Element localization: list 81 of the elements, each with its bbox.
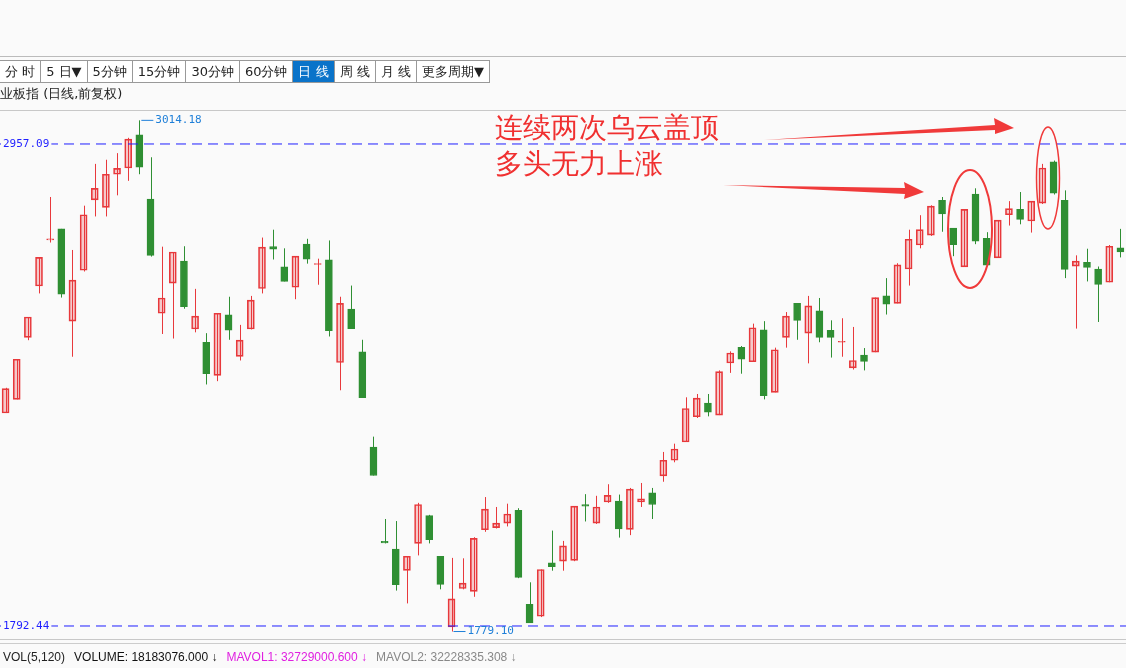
candlestick <box>1083 248 1091 282</box>
candlestick <box>79 205 88 272</box>
candlestick <box>1094 266 1102 323</box>
candlestick <box>269 229 277 260</box>
candlestick <box>692 393 701 419</box>
candlestick <box>726 350 735 374</box>
annotation: 1779.10 <box>467 624 514 638</box>
candlestick <box>24 316 32 341</box>
text: VOL(5,120) <box>3 650 66 664</box>
candlestick <box>581 493 590 522</box>
candlestick <box>102 159 110 217</box>
text: MAVOL2: 32228335.308 ↓ <box>376 650 517 664</box>
y-tick-label: 1792.44 <box>3 618 50 632</box>
candlestick <box>860 347 868 371</box>
candlestick <box>1027 200 1036 234</box>
candlestick <box>235 324 244 361</box>
text: 更多周期▼ <box>416 61 490 83</box>
candlestick <box>46 196 54 244</box>
text: 月 线 <box>375 61 417 83</box>
candlestick <box>993 219 1002 259</box>
candlestick <box>849 326 857 371</box>
candlestick <box>481 496 489 533</box>
text: 5分钟 <box>87 61 133 83</box>
candlestick <box>1105 244 1114 283</box>
annotation: 3014.18 <box>155 113 202 127</box>
candlestick <box>927 204 935 237</box>
candlestick <box>280 247 289 282</box>
candlestick <box>168 251 177 340</box>
candlestick <box>637 482 645 508</box>
candlestick <box>737 345 746 375</box>
text: 60分钟 <box>239 61 294 83</box>
candlestick <box>559 540 567 572</box>
text: 周 线 <box>334 61 376 83</box>
candlestick <box>469 536 478 598</box>
candlestick <box>837 317 846 358</box>
text: 分 时 <box>0 61 42 83</box>
candlestick <box>90 163 99 217</box>
text: MAVOL1: 32729000.600 ↓ <box>226 650 368 664</box>
candlestick <box>12 358 21 400</box>
candlestick <box>403 555 411 604</box>
candlestick <box>782 311 790 349</box>
candlestick <box>915 214 924 249</box>
candlestick <box>949 227 958 257</box>
candlestick <box>871 297 879 353</box>
candlestick <box>626 487 634 536</box>
candlestick <box>191 288 199 333</box>
candlestick <box>804 295 813 364</box>
candlestick <box>336 296 344 391</box>
text: 5 日▼ <box>41 61 88 83</box>
chart-title: 业板指 (日线,前复权) <box>0 85 123 103</box>
candlestick <box>247 295 255 330</box>
candlestick <box>258 237 266 294</box>
candlestick <box>748 323 757 363</box>
candlestick <box>425 514 434 544</box>
candlestick <box>503 503 512 527</box>
text: 15分钟 <box>132 61 187 83</box>
text: 30分钟 <box>186 61 240 83</box>
candlestick <box>882 277 891 316</box>
candlestick <box>1005 200 1013 227</box>
candlestick <box>124 137 133 182</box>
candlestick <box>35 256 43 294</box>
candlestick <box>715 369 723 416</box>
candlestick <box>536 568 545 618</box>
text: VOLUME: 18183076.000 ↓ <box>74 650 218 664</box>
candlestick <box>826 319 835 359</box>
candlestick <box>570 505 578 562</box>
candlestick <box>347 285 356 330</box>
candlestick <box>648 487 657 520</box>
candlestick <box>548 530 556 572</box>
candlestick <box>704 393 712 417</box>
candlestick <box>113 152 121 196</box>
candlestick <box>492 506 500 529</box>
annotation: 连续两次乌云盖顶 <box>495 111 719 144</box>
annotation: 多头无力上涨 <box>495 147 663 180</box>
y-tick-label: 2957.09 <box>3 136 50 150</box>
text: 日 线 <box>293 61 335 83</box>
candlestick <box>414 502 422 556</box>
candlestick <box>1016 191 1024 225</box>
candlestick <box>793 302 801 341</box>
candlestick <box>770 347 779 393</box>
candlestick <box>938 196 946 233</box>
